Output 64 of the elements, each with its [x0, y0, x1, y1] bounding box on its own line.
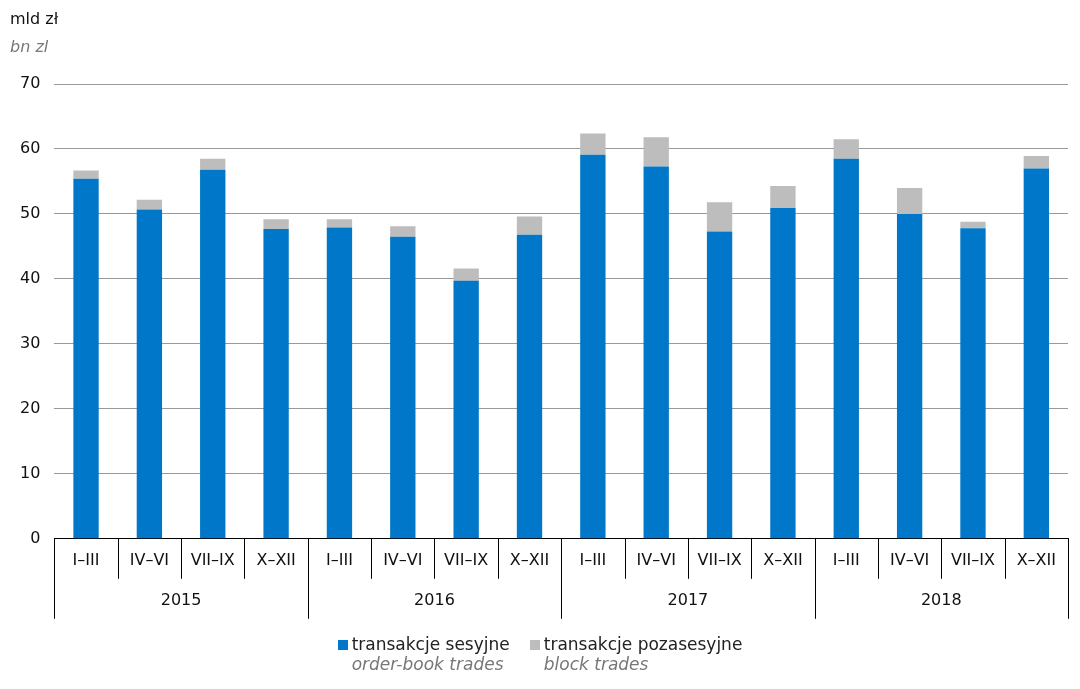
bar	[453, 280, 479, 539]
x-tick-label: X–XII	[256, 549, 296, 569]
bar	[643, 166, 669, 539]
y-tick-label: 0	[30, 527, 41, 547]
x-tick-label: I–III	[579, 549, 607, 569]
bar	[706, 202, 733, 232]
y-tick-label: 10	[20, 462, 41, 482]
y-tick-label: 70	[20, 73, 41, 93]
bar	[326, 219, 353, 228]
bar	[643, 137, 669, 167]
bar	[263, 219, 289, 229]
bar	[1023, 156, 1049, 169]
bar	[516, 234, 543, 539]
x-tick-label: VII–IX	[697, 549, 742, 569]
x-tick-label: I–III	[832, 549, 860, 569]
y-tick-label: 20	[20, 398, 41, 418]
x-tick-label: X–XII	[509, 549, 550, 569]
x-tick-label: VII–IX	[444, 549, 489, 569]
bar	[896, 213, 923, 539]
bar	[580, 133, 606, 155]
y-axis-title: mld zł	[10, 9, 59, 28]
x-tick-label: VII–IX	[950, 549, 996, 569]
y-tick-label: 30	[20, 333, 41, 353]
bar	[263, 228, 289, 539]
bar	[73, 178, 99, 539]
y-tick-label: 60	[20, 138, 41, 158]
bar	[770, 186, 796, 209]
bar	[770, 208, 796, 539]
x-tick-label: X–XII	[1016, 549, 1056, 569]
bar	[833, 139, 859, 159]
chart-subtitle: bn zl	[10, 37, 49, 56]
text: 2017	[667, 589, 709, 609]
x-tick-label: VII–IX	[190, 549, 235, 569]
x-tick-label: IV–VI	[129, 549, 170, 569]
bar	[896, 187, 923, 214]
bar	[960, 221, 986, 229]
bar	[200, 169, 226, 539]
legend-label: transakcje sesyjne order-book trades	[351, 634, 510, 674]
bar	[136, 199, 163, 210]
y-tick-label: 50	[20, 203, 41, 223]
bar	[960, 228, 986, 539]
bar	[200, 158, 226, 170]
bar	[453, 268, 479, 281]
x-tick-label: IV–VI	[889, 549, 930, 569]
x-tick-label: IV–VI	[383, 549, 423, 569]
text: 2018	[920, 589, 962, 609]
bar	[326, 227, 353, 539]
text: 2015	[160, 589, 202, 609]
bar	[390, 226, 416, 237]
bar	[136, 209, 163, 539]
text: 2016	[414, 589, 455, 609]
bar	[73, 170, 99, 179]
bar	[390, 236, 416, 539]
bar	[706, 231, 733, 539]
bar	[516, 216, 543, 235]
x-tick-label: I–III	[72, 549, 100, 569]
bar	[1023, 168, 1049, 539]
legend-label: transakcje pozasesyjne block trades	[543, 634, 743, 674]
bar	[833, 158, 859, 539]
x-tick-label: X–XII	[763, 549, 803, 569]
x-tick-label: I–III	[326, 549, 353, 569]
x-tick-label: IV–VI	[636, 549, 676, 569]
y-tick-label: 40	[20, 268, 41, 288]
bar	[580, 154, 606, 539]
